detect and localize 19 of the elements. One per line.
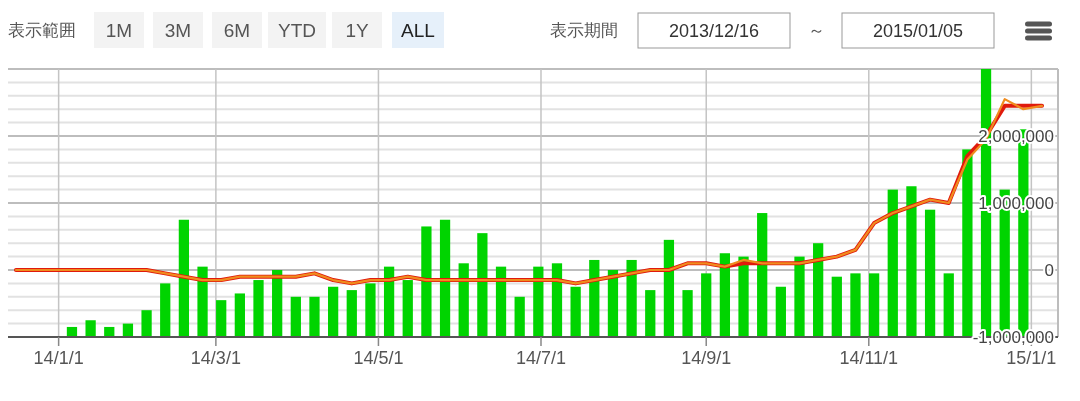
x-tick-label: 14/1/1	[33, 348, 84, 368]
x-tick-label: 14/11/1	[839, 348, 899, 368]
x-tick-label: 14/7/1	[515, 348, 567, 368]
text: 1Y	[345, 20, 369, 41]
x-tick-label: 15/1/1	[1006, 348, 1057, 368]
x-tick-label: 14/9/1	[681, 348, 732, 368]
text: 2015/01/05	[872, 21, 964, 41]
text: 表示範囲	[8, 21, 76, 40]
text: 3M	[164, 20, 192, 41]
x-tick-label: 14/3/1	[190, 348, 241, 368]
y-tick-label: 0	[1044, 261, 1054, 280]
text: YTD	[278, 20, 316, 41]
text: ALL	[401, 20, 435, 41]
text: 表示期間	[550, 21, 618, 40]
text: 1M	[105, 20, 133, 41]
text: 2013/12/16	[668, 21, 760, 41]
text: ～	[808, 21, 825, 40]
x-tick-label: 14/5/1	[353, 348, 404, 368]
text: 6M	[223, 20, 251, 41]
